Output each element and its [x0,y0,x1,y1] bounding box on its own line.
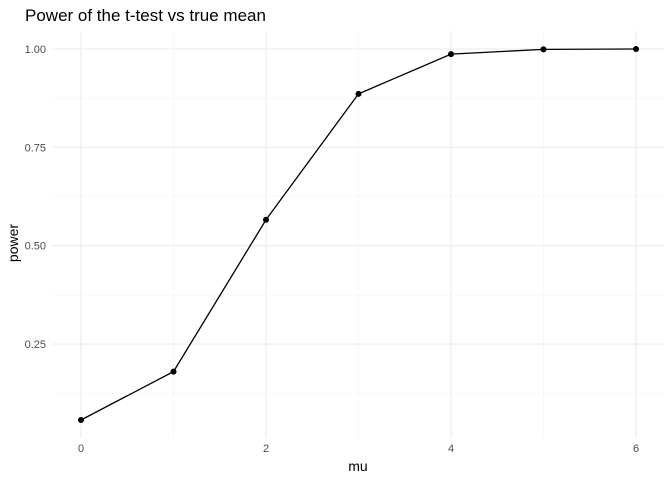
data-point [633,46,639,52]
data-point [78,417,84,423]
x-tick-label: 2 [263,443,269,455]
data-point [263,216,269,223]
chart-title: Power of the t-test vs true mean [25,6,266,25]
data-point [170,368,177,375]
y-axis-tick-labels: 0.25 0.50 0.75 1.00 [25,44,46,351]
power-series-points [78,46,639,423]
x-axis-tick-labels: 0 2 4 6 [78,443,639,455]
x-axis-title: mu [348,458,367,474]
y-tick-label: 0.25 [25,339,46,351]
data-point [540,46,547,53]
x-tick-label: 4 [448,443,454,455]
y-tick-label: 0.50 [25,241,46,253]
data-point [448,51,454,58]
y-tick-label: 0.75 [25,142,46,154]
x-tick-label: 6 [633,443,639,455]
grid-lines [53,31,664,438]
data-point [355,90,362,97]
y-axis-title: power [5,224,21,262]
y-tick-label: 1.00 [25,44,46,56]
x-tick-label: 0 [78,443,84,455]
